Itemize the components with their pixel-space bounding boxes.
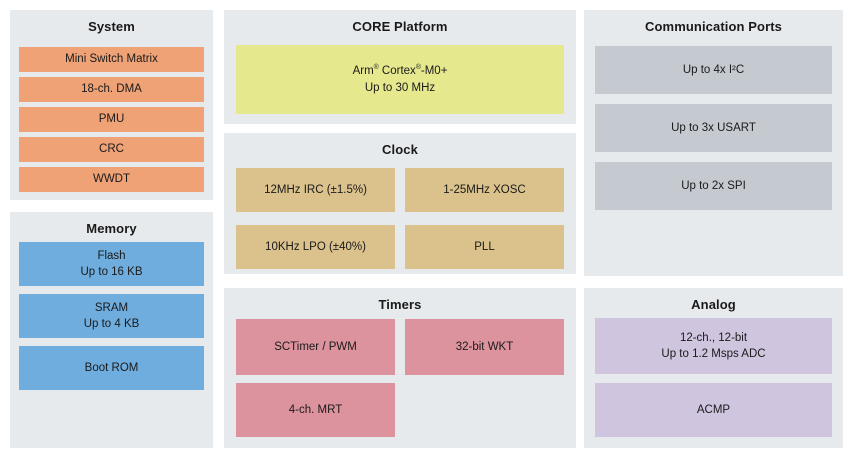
block-10khz-lpo: 10KHz LPO (±40%) — [236, 225, 395, 269]
panel-title-core-platform: CORE Platform — [352, 19, 448, 34]
block-label: SCTimer / PWM — [274, 340, 357, 353]
block-label: Boot ROM — [84, 361, 139, 374]
panel-title-communication-ports: Communication Ports — [645, 19, 782, 34]
block-label: 12MHz IRC (±1.5%) — [264, 183, 367, 196]
block-acmp: ACMP — [595, 383, 832, 437]
block-sublabel: Up to 4 KB — [83, 318, 140, 330]
block-label: 10KHz LPO (±40%) — [265, 240, 366, 253]
block-label: 4-ch. MRT — [288, 403, 343, 416]
block-label: SRAM — [94, 301, 129, 314]
block-12mhz-irc: 12MHz IRC (±1.5%) — [236, 168, 395, 212]
block-mini-switch-matrix: Mini Switch Matrix — [19, 47, 204, 72]
block-label: PLL — [474, 240, 495, 253]
panel-clock: Clock 12MHz IRC (±1.5%) 1-25MHz XOSC 10K… — [224, 133, 576, 274]
block-boot-rom: Boot ROM — [19, 346, 204, 390]
panel-core-platform: CORE Platform Arm® Cortex®-M0+ Up to 30 … — [224, 10, 576, 124]
block-2x-spi: Up to 2x SPI — [595, 162, 832, 210]
block-label: ACMP — [696, 403, 731, 416]
block-pmu: PMU — [19, 107, 204, 132]
block-4x-i2c: Up to 4x I²C — [595, 46, 832, 94]
block-3x-usart: Up to 3x USART — [595, 104, 832, 152]
block-label: 32-bit WKT — [455, 340, 514, 353]
block-adc: 12-ch., 12-bit Up to 1.2 Msps ADC — [595, 318, 832, 374]
block-1-25mhz-xosc: 1-25MHz XOSC — [405, 168, 564, 212]
block-sram: SRAM Up to 4 KB — [19, 294, 204, 338]
block-32bit-wkt: 32-bit WKT — [405, 319, 564, 375]
block-label: PMU — [98, 113, 125, 126]
block-sublabel: Up to 1.2 Msps ADC — [661, 348, 766, 360]
block-label: Mini Switch Matrix — [65, 53, 158, 66]
block-wwdt: WWDT — [19, 167, 204, 192]
panel-timers: Timers SCTimer / PWM 32-bit WKT 4-ch. MR… — [224, 288, 576, 448]
block-arm-cortex-m0plus: Arm® Cortex®-M0+ Up to 30 MHz — [236, 45, 564, 114]
block-sublabel: Up to 16 KB — [80, 266, 143, 278]
panel-memory: Memory Flash Up to 16 KB SRAM Up to 4 KB… — [10, 212, 213, 448]
block-label: Arm® Cortex®-M0+ — [352, 64, 448, 78]
panel-title-analog: Analog — [691, 297, 736, 312]
block-label: 18-ch. DMA — [81, 83, 142, 96]
panel-title-system: System — [88, 19, 135, 34]
block-flash: Flash Up to 16 KB — [19, 242, 204, 286]
panel-analog: Analog 12-ch., 12-bit Up to 1.2 Msps ADC… — [584, 288, 843, 448]
block-label: CRC — [99, 143, 124, 156]
panel-title-memory: Memory — [86, 221, 137, 236]
block-label: 12-ch., 12-bit — [679, 331, 748, 344]
block-pll: PLL — [405, 225, 564, 269]
block-sctimer-pwm: SCTimer / PWM — [236, 319, 395, 375]
block-label: Up to 2x SPI — [681, 179, 746, 192]
panel-title-clock: Clock — [382, 142, 418, 157]
block-label: Up to 3x USART — [671, 121, 756, 134]
panel-communication-ports: Communication Ports Up to 4x I²C Up to 3… — [584, 10, 843, 276]
block-4ch-mrt: 4-ch. MRT — [236, 383, 395, 437]
block-label: Flash — [97, 249, 126, 262]
block-label: WWDT — [92, 173, 131, 186]
block-crc: CRC — [19, 137, 204, 162]
block-label: 1-25MHz XOSC — [443, 183, 526, 196]
panel-title-timers: Timers — [378, 297, 422, 312]
panel-system: System Mini Switch Matrix 18-ch. DMA PMU… — [10, 10, 213, 200]
block-sublabel: Up to 30 MHz — [364, 81, 436, 94]
block-18ch-dma: 18-ch. DMA — [19, 77, 204, 102]
block-label: Up to 4x I²C — [682, 63, 745, 76]
